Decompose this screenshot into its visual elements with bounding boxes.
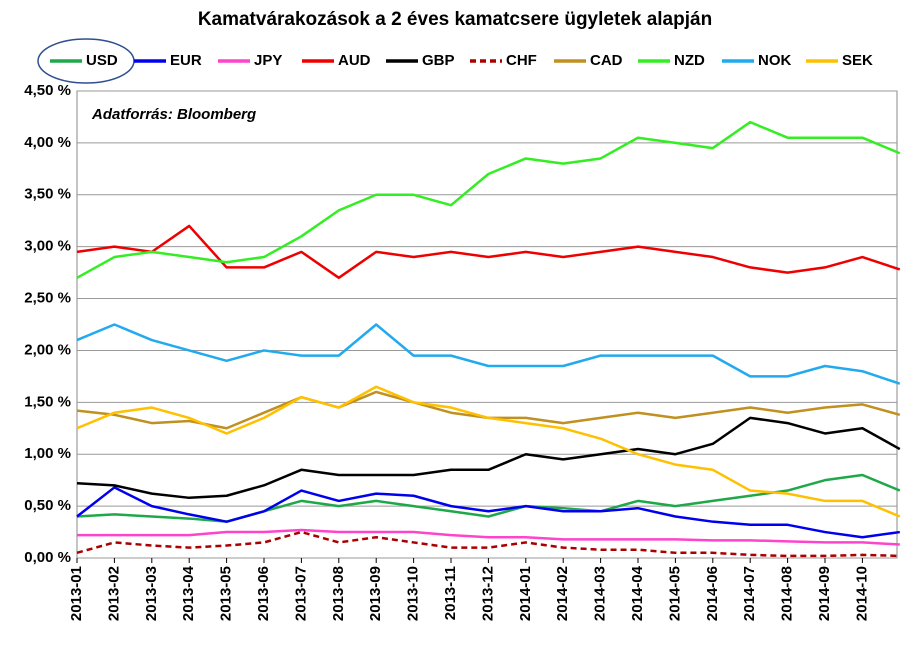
x-tick-label: 2014-07	[741, 566, 758, 621]
legend-label: GBP	[422, 52, 455, 69]
y-tick-label: 3,00 %	[24, 238, 71, 255]
x-tick-label: 2014-01	[517, 566, 534, 621]
legend-label: NOK	[758, 52, 792, 69]
x-tick-label: 2014-03	[592, 566, 609, 621]
x-tick-label: 2014-05	[666, 566, 683, 621]
x-tick-label: 2013-01	[68, 566, 85, 621]
y-tick-label: 0,00 %	[24, 549, 71, 566]
y-tick-label: 3,50 %	[24, 186, 71, 203]
series-line	[76, 473, 901, 523]
x-tick-label: 2013-07	[292, 566, 309, 621]
x-tick-label: 2013-04	[180, 565, 197, 621]
x-tick-label: 2014-08	[779, 566, 796, 621]
y-tick-label: 2,50 %	[24, 290, 71, 307]
x-tick-label: 2013-10	[405, 566, 422, 621]
series-line	[76, 120, 901, 279]
y-tick-label: 4,50 %	[24, 82, 71, 99]
legend-label: AUD	[338, 52, 371, 69]
x-tick-label: 2013-02	[105, 566, 122, 621]
legend-label: USD	[86, 52, 118, 69]
plot-area	[76, 90, 898, 559]
series-line	[76, 385, 901, 518]
x-tick-label: 2013-05	[218, 566, 235, 621]
x-tick-label: 2013-03	[143, 566, 160, 621]
x-tick-label: 2013-11	[442, 566, 459, 620]
x-tick-label: 2014-10	[853, 566, 870, 621]
y-tick-label: 4,00 %	[24, 134, 71, 151]
series-line	[76, 486, 900, 539]
series-line	[76, 224, 901, 280]
y-tick-label: 0,50 %	[24, 497, 71, 514]
y-tick-label: 1,00 %	[24, 445, 71, 462]
x-tick-label: 2014-09	[816, 566, 833, 621]
chart-title: Kamatvárakozások a 2 éves kamatcsere ügy…	[198, 9, 712, 30]
legend-label: NZD	[674, 52, 705, 69]
x-tick-label: 2014-02	[554, 566, 571, 621]
series-line	[76, 530, 900, 558]
legend-label: JPY	[254, 52, 282, 69]
x-tick-label: 2014-06	[704, 566, 721, 621]
series-line	[76, 416, 901, 500]
x-tick-label: 2013-06	[255, 566, 272, 621]
legend-label: EUR	[170, 52, 202, 69]
y-tick-label: 2,00 %	[24, 341, 71, 358]
y-tick-label: 1,50 %	[24, 393, 71, 410]
x-tick-label: 2013-09	[367, 566, 384, 621]
annotation: Adatforrás: Bloomberg	[91, 106, 256, 123]
series-line	[77, 528, 900, 546]
x-tick-label: 2013-12	[479, 566, 496, 621]
x-tick-label: 2014-04	[629, 565, 646, 621]
x-tick-label: 2013-08	[330, 566, 347, 621]
legend-label: SEK	[842, 52, 873, 69]
legend-label: CAD	[590, 52, 623, 69]
series-line	[76, 323, 901, 385]
legend-label: CHF	[506, 52, 537, 69]
